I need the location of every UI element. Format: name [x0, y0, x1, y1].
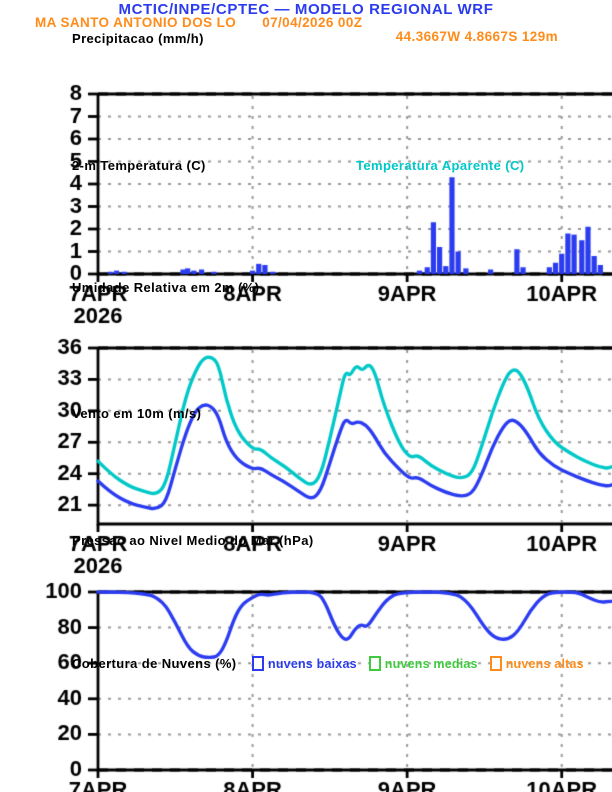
panel-title-apparent-temperature: Temperatura Aparente (C): [356, 158, 525, 173]
station-coordinates: 44.3667W 4.8667S 129m: [395, 29, 558, 44]
legend-label: nuvens medias: [384, 656, 478, 671]
model-title: MCTIC/INPE/CPTEC — MODELO REGIONAL WRF: [118, 1, 494, 18]
high-clouds-swatch-icon: [489, 656, 502, 671]
mid-clouds-swatch-icon: [368, 656, 381, 671]
legend-item-mid-clouds: nuvens medias: [368, 656, 478, 671]
panel-title-wind: Vento em 10m (m/s): [72, 406, 202, 421]
legend-label: nuvens altas: [505, 656, 584, 671]
run-datetime: 07/04/2026 00Z: [262, 15, 363, 30]
panel-title-precipitation: Precipitacao (mm/h): [72, 31, 204, 46]
legend-item-high-clouds: nuvens altas: [489, 656, 584, 671]
panel-title-pressure: Pressao ao Nivel Medio do Mar (hPa): [72, 533, 314, 548]
panel-title-humidity: Umidade Relativa em 2m (%): [72, 280, 260, 295]
legend-item-low-clouds: nuvens baixas: [252, 656, 357, 671]
legend-label: nuvens baixas: [268, 656, 357, 671]
low-clouds-swatch-icon: [252, 656, 264, 671]
station-name: MA SANTO ANTONIO DOS LO: [35, 15, 237, 30]
panel-title-clouds: Cobertura de Nuvens (%): [72, 656, 237, 671]
station-run-line: MA SANTO ANTONIO DOS LO 07/04/2026 00Z: [35, 15, 362, 30]
panel-title-temperature: 2-m Temperatura (C): [72, 158, 206, 173]
cloud-legend: nuvens baixas nuvens medias nuvens altas: [252, 656, 584, 671]
